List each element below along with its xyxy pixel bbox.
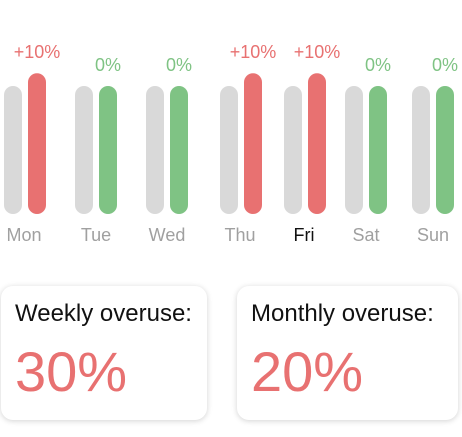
day-label-fri: Fri xyxy=(294,225,315,245)
baseline-bar-mon xyxy=(4,86,22,214)
day-label-sat: Sat xyxy=(352,225,379,245)
monthly-overuse-card: Monthly overuse: 20% xyxy=(237,286,458,420)
baseline-bar-wed xyxy=(146,86,164,214)
weekly-overuse-value: 30% xyxy=(15,340,128,403)
data-label-tue: 0% xyxy=(95,55,121,75)
day-label-wed: Wed xyxy=(149,225,186,245)
data-label-wed: 0% xyxy=(166,55,192,75)
data-label-fri: +10% xyxy=(294,42,341,62)
usage-bar-sat xyxy=(369,86,387,214)
day-label-thu: Thu xyxy=(224,225,255,245)
usage-bar-sun xyxy=(436,86,454,214)
day-label-tue: Tue xyxy=(81,225,111,245)
monthly-overuse-value: 20% xyxy=(251,340,364,403)
baseline-bar-sat xyxy=(345,86,363,214)
data-label-sun: 0% xyxy=(432,55,458,75)
data-label-sat: 0% xyxy=(365,55,391,75)
usage-bar-wed xyxy=(170,86,188,214)
usage-bar-thu xyxy=(244,73,262,214)
day-label-mon: Mon xyxy=(6,225,41,245)
data-label-mon: +10% xyxy=(14,42,61,62)
weekly-overuse-card: Weekly overuse: 30% xyxy=(1,286,207,420)
usage-bar-mon xyxy=(28,73,46,214)
baseline-bar-sun xyxy=(412,86,430,214)
baseline-bar-fri xyxy=(284,86,302,214)
baseline-bar-thu xyxy=(220,86,238,214)
monthly-overuse-label: Monthly overuse: xyxy=(251,300,434,327)
data-label-thu: +10% xyxy=(230,42,277,62)
weekly-overuse-label: Weekly overuse: xyxy=(15,300,192,327)
usage-bar-fri xyxy=(308,73,326,214)
usage-bar-tue xyxy=(99,86,117,214)
day-label-sun: Sun xyxy=(417,225,449,245)
daily-usage-chart: +10% Mon 0% Tue 0% Wed +10% Thu +10% Fri 0% Sat 0% Su… xyxy=(4,42,458,245)
baseline-bar-tue xyxy=(75,86,93,214)
